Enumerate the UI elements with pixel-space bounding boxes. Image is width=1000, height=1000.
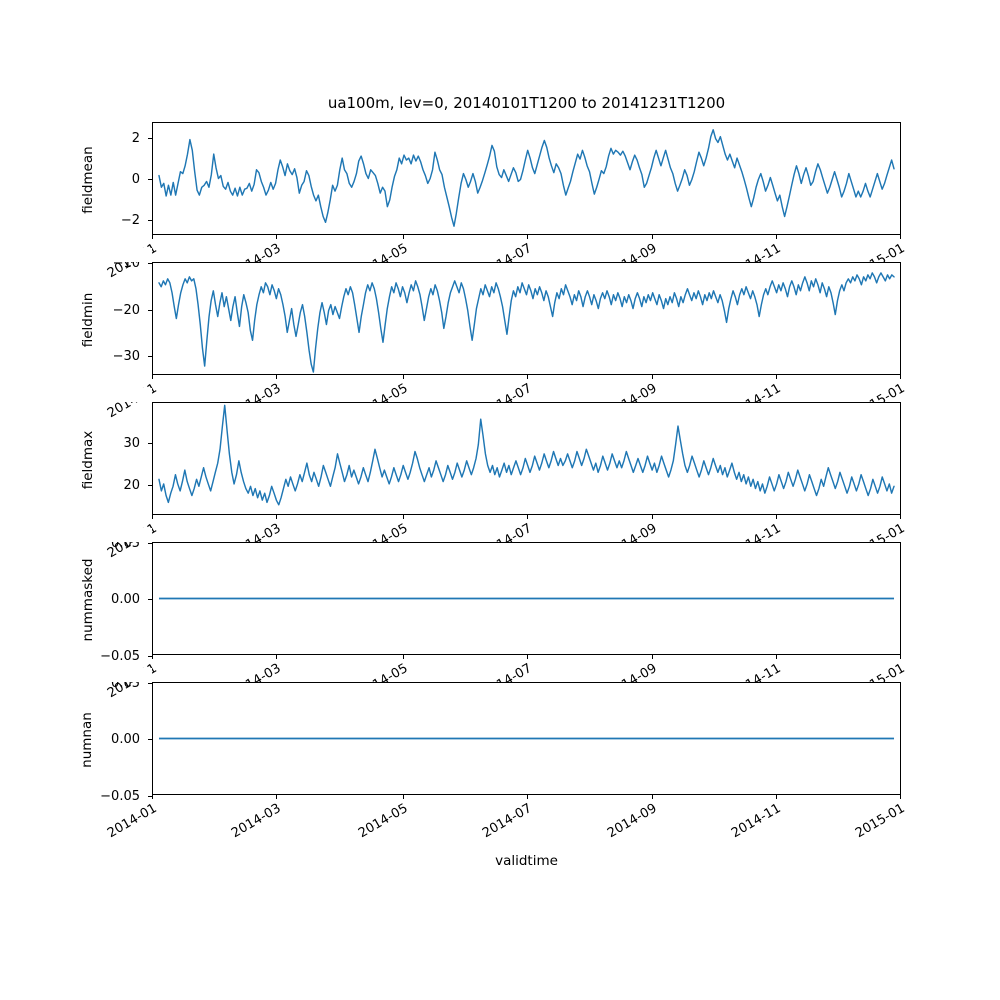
y-tick-fieldmean-2: 2 (131, 131, 140, 146)
x-tickmark (900, 655, 902, 659)
panel-nummasked (152, 542, 901, 655)
y-tickmark (148, 443, 152, 445)
y-tickmark (148, 739, 152, 741)
x-tickmark (527, 795, 529, 799)
panel-fieldmin (152, 262, 901, 375)
x-tickmark (527, 235, 529, 239)
fieldmax-plot-area (158, 404, 895, 506)
x-tickmark (776, 795, 778, 799)
x-tickmark (900, 375, 902, 379)
y-tick-nummasked-m005: −0.05 (100, 649, 140, 664)
y-tickmark (148, 138, 152, 140)
fieldmin-trace (158, 272, 895, 373)
nummasked-plot-area (158, 597, 895, 600)
y-tickmark (148, 485, 152, 487)
y-tickmark (148, 310, 152, 312)
fieldmean-trace (158, 129, 895, 227)
y-tickmark (148, 263, 152, 265)
y-tick-nummasked-0: 0.00 (111, 592, 140, 607)
y-tickmark (148, 220, 152, 222)
x-tickmark (652, 235, 654, 239)
x-tickmark (776, 235, 778, 239)
x-tickmark (652, 515, 654, 519)
y-tick-numnan-0: 0.00 (111, 732, 140, 747)
y-tick-fieldmax-30: 30 (123, 436, 140, 451)
x-tickmark (403, 375, 405, 379)
x-tickmark (276, 375, 278, 379)
x-tickmark (900, 235, 902, 239)
y-tickmark (148, 543, 152, 545)
x-tickmark (152, 515, 154, 519)
numnan-plot-area (158, 737, 895, 740)
figure-title: ua100m, lev=0, 20140101T1200 to 20141231… (327, 94, 726, 112)
y-tick-fieldmin-m20: −20 (112, 303, 140, 318)
y-tick-numnan-m005: −0.05 (100, 789, 140, 804)
x-tick-label-2015-01: 2015-01 (852, 801, 908, 842)
x-tickmark (652, 795, 654, 799)
x-tickmark (527, 375, 529, 379)
y-tick-fieldmean-m2: −2 (120, 213, 140, 228)
x-tickmark (652, 375, 654, 379)
y-tickmark (148, 796, 152, 798)
x-tick-label-2014-11: 2014-11 (728, 801, 784, 842)
x-tickmark (527, 515, 529, 519)
x-tickmark (527, 655, 529, 659)
x-tickmark (776, 375, 778, 379)
x-tickmark (776, 655, 778, 659)
fieldmin-plot-area (158, 272, 895, 373)
x-tickmark (152, 235, 154, 239)
x-tickmark (403, 655, 405, 659)
panel-numnan (152, 682, 901, 795)
x-tickmark (276, 655, 278, 659)
panel-fieldmean (152, 122, 901, 235)
panel-fieldmax (152, 402, 901, 515)
x-tickmark (776, 515, 778, 519)
x-tick-label-2014-01: 2014-01 (104, 801, 160, 842)
tick-clip-strip (0, 388, 152, 402)
x-tick-label-2014-05: 2014-05 (355, 801, 411, 842)
x-tickmark (900, 515, 902, 519)
x-tickmark (403, 795, 405, 799)
x-tickmark (403, 515, 405, 519)
x-tickmark (276, 795, 278, 799)
x-tick-label-2014-07: 2014-07 (479, 801, 535, 842)
y-tick-fieldmean-0: 0 (131, 172, 140, 187)
x-tickmark (900, 795, 902, 799)
x-tick-label-2014-09: 2014-09 (604, 801, 660, 842)
y-tickmark (148, 356, 152, 358)
fieldmean-plot-area (158, 129, 895, 227)
y-tick-fieldmin-m30: −30 (112, 349, 140, 364)
x-tick-label-2014-03: 2014-03 (228, 801, 284, 842)
y-tickmark (148, 179, 152, 181)
x-tickmark (403, 235, 405, 239)
x-tickmark (276, 515, 278, 519)
x-tickmark (652, 655, 654, 659)
y-tick-fieldmax-20: 20 (123, 478, 140, 493)
tick-clip-strip (0, 668, 152, 682)
tick-clip-strip (0, 528, 152, 542)
y-tickmark (148, 683, 152, 685)
tick-clip-strip (0, 248, 152, 262)
x-tickmark (152, 655, 154, 659)
x-tickmark (152, 795, 154, 799)
y-tickmark (148, 599, 152, 601)
y-tickmark (148, 656, 152, 658)
x-tickmark (276, 235, 278, 239)
x-tickmark (152, 375, 154, 379)
fieldmax-trace (158, 404, 895, 506)
x-axis-label: validtime (495, 853, 558, 869)
